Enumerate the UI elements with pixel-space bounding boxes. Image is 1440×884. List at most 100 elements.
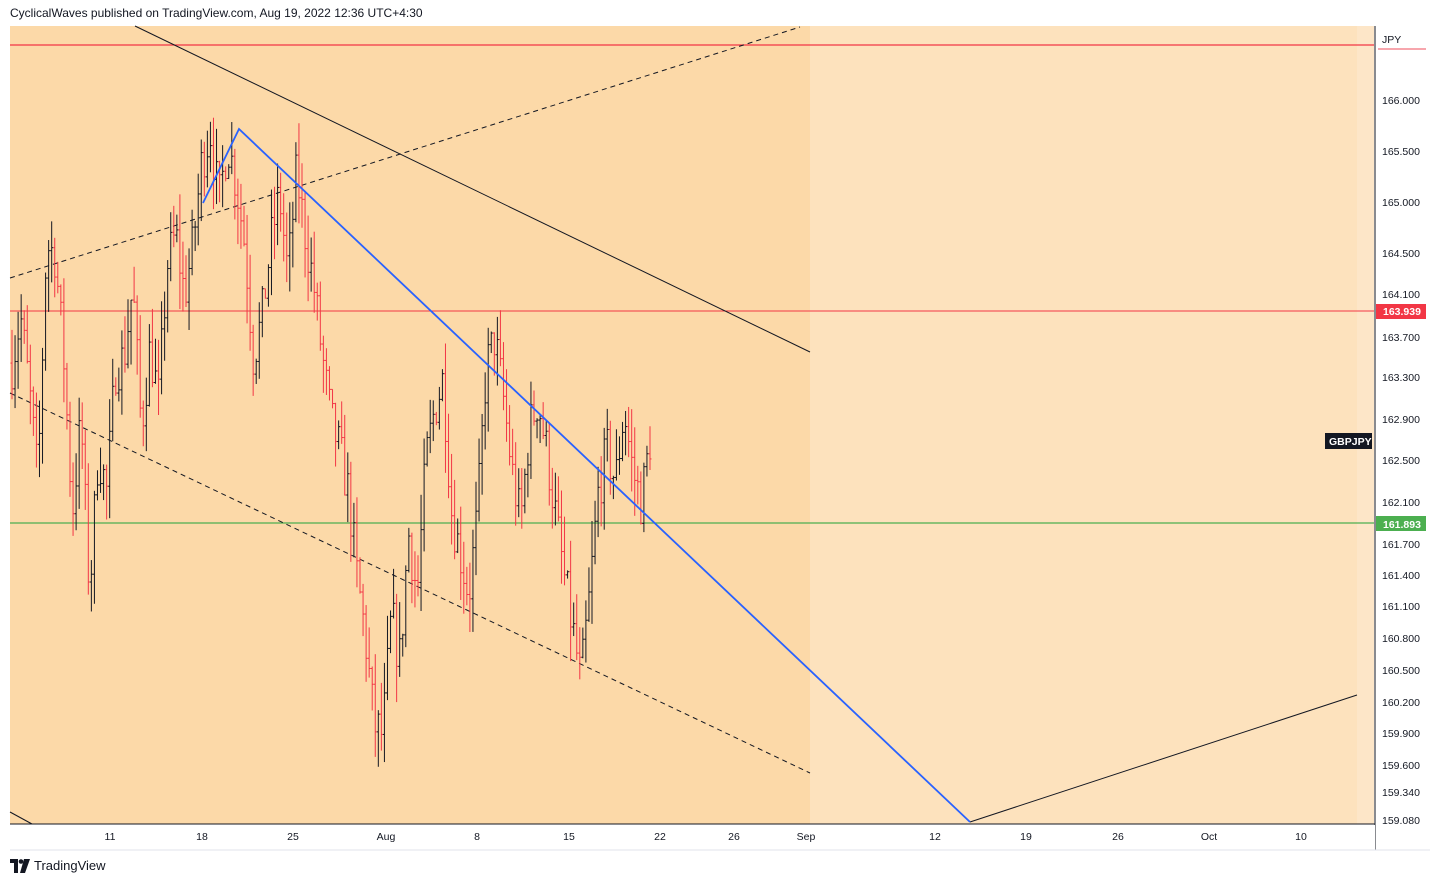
tradingview-logo-icon <box>10 858 30 873</box>
candle <box>276 163 280 246</box>
candle <box>508 405 512 466</box>
time-tick-label: 15 <box>563 831 575 843</box>
candle <box>608 420 612 495</box>
wave-line[interactable] <box>202 127 971 823</box>
candle <box>331 388 335 409</box>
price-tick-label: 160.500 <box>1382 665 1420 677</box>
candle <box>227 164 231 179</box>
candle <box>50 221 54 283</box>
candle <box>382 662 386 763</box>
candle <box>422 438 426 552</box>
candle <box>22 310 26 344</box>
bottom-left-trendline[interactable] <box>9 811 33 825</box>
publisher-header: CyclicalWaves published on TradingView.c… <box>10 6 423 20</box>
candle <box>132 266 136 303</box>
candle <box>257 302 261 379</box>
candle <box>477 438 481 522</box>
candle <box>480 413 484 495</box>
candle <box>639 471 643 525</box>
candle <box>95 470 99 501</box>
projection-zone <box>10 26 810 824</box>
candle <box>587 567 591 622</box>
candle <box>343 414 347 496</box>
candle <box>123 316 127 373</box>
candle <box>196 173 200 246</box>
candle <box>340 401 344 444</box>
footer-brand[interactable]: TradingView <box>10 858 106 873</box>
candle <box>520 468 524 529</box>
candle <box>636 465 640 505</box>
time-tick-label: 10 <box>1295 831 1307 843</box>
candle <box>190 209 194 276</box>
candle <box>153 338 157 384</box>
candle <box>617 436 621 475</box>
candle <box>358 557 362 594</box>
channel-upper-trendline[interactable] <box>134 25 811 353</box>
candle <box>492 332 496 376</box>
time-tick-label: Sep <box>797 831 816 843</box>
candle <box>263 288 267 299</box>
candle <box>157 339 161 415</box>
candle <box>553 472 557 526</box>
candle <box>437 386 441 430</box>
candle <box>83 429 87 510</box>
candle <box>248 254 252 351</box>
price-tick-label: 159.340 <box>1382 787 1420 799</box>
support-price-text: 161.893 <box>1383 519 1421 531</box>
channel-lower-dashed-line[interactable] <box>9 392 811 774</box>
candle <box>593 500 597 565</box>
candle <box>92 490 96 604</box>
candle <box>572 602 576 637</box>
time-tick-label: Oct <box>1201 831 1217 843</box>
candle <box>605 408 609 462</box>
rising-trendline[interactable] <box>969 694 1358 823</box>
symbol-text: GBPJPY <box>1329 436 1372 448</box>
candle <box>611 475 615 500</box>
candle <box>245 214 249 324</box>
channel-upper-dashed-line[interactable] <box>9 26 801 279</box>
candle <box>108 399 112 519</box>
candle <box>10 329 14 400</box>
candle <box>633 427 637 516</box>
price-tick-label: 165.000 <box>1382 197 1420 209</box>
candle <box>535 418 539 439</box>
candle <box>385 615 389 701</box>
candle <box>114 377 118 396</box>
resistance-price-label: 163.939 <box>1376 304 1426 319</box>
price-tick-label: 160.800 <box>1382 633 1420 645</box>
candle <box>303 190 307 278</box>
candle <box>184 255 188 308</box>
candle <box>68 401 72 497</box>
candle <box>547 423 551 506</box>
candle <box>599 456 603 527</box>
candle <box>221 145 225 208</box>
candle <box>254 358 258 384</box>
candle <box>230 122 234 175</box>
candle <box>614 429 618 481</box>
footer-brand-text: TradingView <box>34 858 106 873</box>
candle <box>355 497 359 588</box>
candle <box>401 633 405 657</box>
candle <box>483 372 487 450</box>
time-tick-label: 22 <box>654 831 666 843</box>
candle <box>541 402 545 440</box>
candle <box>34 392 38 468</box>
candle <box>233 148 237 220</box>
price-tick-label: 161.400 <box>1382 570 1420 582</box>
price-axis-background <box>1375 26 1430 824</box>
candle <box>511 428 515 476</box>
candle <box>19 294 23 362</box>
candle <box>505 369 509 442</box>
candle <box>443 343 447 473</box>
time-axis-ticks: 11 18 25 Aug 8 15 22 26 Sep 12 19 26 Oct 10 <box>105 831 1307 843</box>
time-tick-label: 19 <box>1020 831 1032 843</box>
candle <box>489 331 493 354</box>
candle <box>349 461 353 562</box>
price-tick-label: 162.500 <box>1382 455 1420 467</box>
candle <box>459 506 463 600</box>
price-tick-label: 163.300 <box>1382 372 1420 384</box>
candle <box>147 324 151 407</box>
candle <box>337 420 341 450</box>
candle <box>602 427 606 530</box>
